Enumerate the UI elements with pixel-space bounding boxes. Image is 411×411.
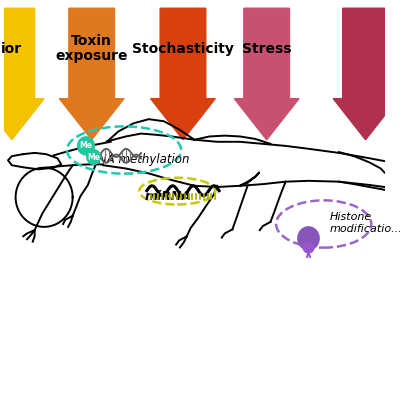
Text: ior: ior (1, 42, 22, 56)
Text: Stress: Stress (242, 42, 291, 56)
Text: miRNA: miRNA (144, 189, 191, 203)
Text: DNA methylation: DNA methylation (89, 153, 189, 166)
Circle shape (78, 137, 95, 155)
Text: Me: Me (87, 152, 100, 162)
Circle shape (298, 227, 319, 250)
Polygon shape (234, 8, 299, 140)
Text: Histone
modificatio...: Histone modificatio... (329, 212, 402, 233)
Polygon shape (333, 8, 398, 140)
Text: Me: Me (79, 141, 92, 150)
Point (305, 244, 312, 251)
Text: Stochasticity: Stochasticity (132, 42, 234, 56)
Polygon shape (0, 8, 44, 140)
Polygon shape (151, 8, 215, 140)
Text: Toxin
exposure: Toxin exposure (55, 35, 128, 63)
Circle shape (87, 150, 100, 164)
Polygon shape (59, 8, 124, 140)
